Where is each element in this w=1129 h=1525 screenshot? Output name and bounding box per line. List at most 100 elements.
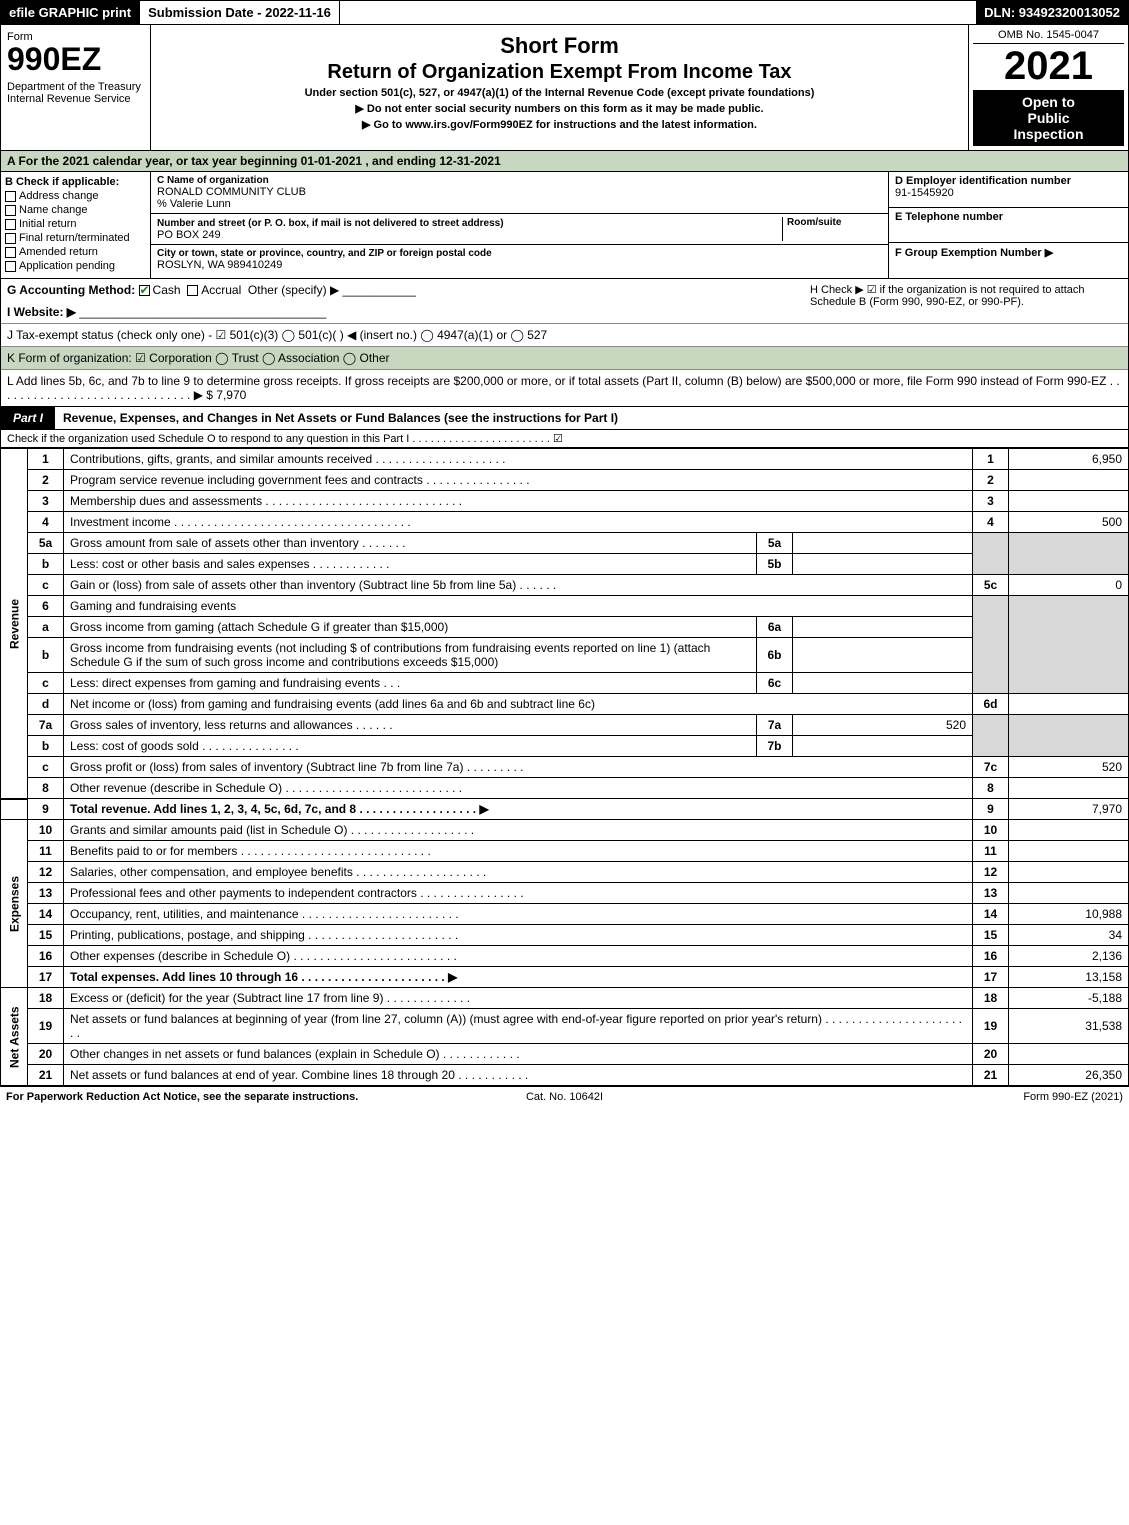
- goto-link[interactable]: ▶ Go to www.irs.gov/Form990EZ for instru…: [157, 118, 962, 131]
- line-11: 11 Benefits paid to or for members . . .…: [1, 841, 1129, 862]
- i-label: I Website: ▶: [7, 305, 76, 319]
- meta-rows: G Accounting Method: Cash Accrual Other …: [0, 279, 1129, 407]
- form-number: 990EZ: [7, 43, 144, 75]
- k-row: K Form of organization: ☑ Corporation ◯ …: [1, 347, 1128, 370]
- line-7b: b Less: cost of goods sold . . . . . . .…: [1, 736, 1129, 757]
- line-1-desc: Contributions, gifts, grants, and simila…: [70, 452, 372, 466]
- chk-initial-return[interactable]: Initial return: [5, 218, 146, 230]
- chk-name-change[interactable]: Name change: [5, 204, 146, 216]
- line-14: 14 Occupancy, rent, utilities, and maint…: [1, 904, 1129, 925]
- public-inspection-badge: Open to Public Inspection: [973, 90, 1124, 146]
- form-header: Form 990EZ Department of the Treasury In…: [0, 25, 1129, 151]
- header-left: Form 990EZ Department of the Treasury In…: [1, 25, 151, 150]
- g-accrual: Accrual: [201, 283, 241, 297]
- row-a-tax-year: A For the 2021 calendar year, or tax yea…: [0, 151, 1129, 172]
- main-title: Return of Organization Exempt From Incom…: [157, 61, 962, 84]
- line-6c: c Less: direct expenses from gaming and …: [1, 673, 1129, 694]
- chk-accrual[interactable]: [187, 285, 198, 296]
- line-12: 12 Salaries, other compensation, and emp…: [1, 862, 1129, 883]
- line-16: 16 Other expenses (describe in Schedule …: [1, 946, 1129, 967]
- g-cash: Cash: [153, 283, 181, 297]
- line-1-lineno: 1: [973, 449, 1009, 470]
- footer-center: Cat. No. 10642I: [378, 1091, 750, 1103]
- part1-tab: Part I: [1, 407, 55, 429]
- l-row: L Add lines 5b, 6c, and 7b to line 9 to …: [1, 370, 1128, 406]
- dln: DLN: 93492320013052: [976, 1, 1128, 24]
- line-9: 9 Total revenue. Add lines 1, 2, 3, 4, 5…: [1, 799, 1129, 820]
- line-17: 17 Total expenses. Add lines 10 through …: [1, 967, 1129, 988]
- j-row: J Tax-exempt status (check only one) - ☑…: [1, 324, 1128, 347]
- line-21: 21 Net assets or fund balances at end of…: [1, 1065, 1129, 1086]
- footer-right: Form 990-EZ (2021): [751, 1091, 1123, 1103]
- page-footer: For Paperwork Reduction Act Notice, see …: [0, 1086, 1129, 1107]
- top-bar: efile GRAPHIC print Submission Date - 20…: [0, 0, 1129, 25]
- section-def: D Employer identification number 91-1545…: [888, 172, 1128, 278]
- line-6d: d Net income or (loss) from gaming and f…: [1, 694, 1129, 715]
- line-5a: 5a Gross amount from sale of assets othe…: [1, 533, 1129, 554]
- line-18: Net Assets 18 Excess or (deficit) for th…: [1, 988, 1129, 1009]
- section-b-label: B Check if applicable:: [5, 176, 146, 188]
- label-phone: E Telephone number: [895, 211, 1122, 223]
- submission-date: Submission Date - 2022-11-16: [139, 1, 340, 24]
- chk-amended-return[interactable]: Amended return: [5, 246, 146, 258]
- badge-line2: Public: [977, 110, 1120, 126]
- label-org-name: C Name of organization: [157, 175, 882, 186]
- org-name: RONALD COMMUNITY CLUB: [157, 186, 882, 198]
- g-other: Other (specify) ▶: [248, 283, 339, 297]
- header-center: Short Form Return of Organization Exempt…: [151, 25, 968, 150]
- badge-line1: Open to: [977, 94, 1120, 110]
- label-group-exemption: F Group Exemption Number ▶: [895, 246, 1122, 259]
- badge-line3: Inspection: [977, 126, 1120, 142]
- line-15: 15 Printing, publications, postage, and …: [1, 925, 1129, 946]
- line-6: 6 Gaming and fundraising events: [1, 596, 1129, 617]
- line-5c: c Gain or (loss) from sale of assets oth…: [1, 575, 1129, 596]
- part1-title: Revenue, Expenses, and Changes in Net As…: [63, 411, 1128, 425]
- lines-table: Revenue 1 Contributions, gifts, grants, …: [0, 448, 1129, 1086]
- section-c: C Name of organization RONALD COMMUNITY …: [151, 172, 888, 278]
- netassets-vert-label: Net Assets: [1, 988, 28, 1086]
- label-room: Room/suite: [782, 217, 882, 241]
- expenses-vert-label: Expenses: [1, 820, 28, 988]
- line-10: Expenses 10 Grants and similar amounts p…: [1, 820, 1129, 841]
- omb-number: OMB No. 1545-0047: [973, 29, 1124, 44]
- line-13: 13 Professional fees and other payments …: [1, 883, 1129, 904]
- line-8: 8 Other revenue (describe in Schedule O)…: [1, 778, 1129, 799]
- topbar-spacer: [340, 1, 976, 24]
- section-bcdef: B Check if applicable: Address change Na…: [0, 172, 1129, 279]
- chk-application-pending[interactable]: Application pending: [5, 260, 146, 272]
- line-5b: b Less: cost or other basis and sales ex…: [1, 554, 1129, 575]
- footer-left: For Paperwork Reduction Act Notice, see …: [6, 1091, 378, 1103]
- subtitle: Under section 501(c), 527, or 4947(a)(1)…: [157, 87, 962, 99]
- line-2: 2 Program service revenue including gove…: [1, 470, 1129, 491]
- efile-print-button[interactable]: efile GRAPHIC print: [1, 1, 139, 24]
- tax-year: 2021: [973, 44, 1124, 88]
- line-19: 19 Net assets or fund balances at beginn…: [1, 1009, 1129, 1044]
- city-state-zip: ROSLYN, WA 989410249: [157, 259, 882, 271]
- g-label: G Accounting Method:: [7, 283, 135, 297]
- label-ein: D Employer identification number: [895, 175, 1122, 187]
- line-4: 4 Investment income . . . . . . . . . . …: [1, 512, 1129, 533]
- line-20: 20 Other changes in net assets or fund b…: [1, 1044, 1129, 1065]
- part1-checkline-row: Check if the organization used Schedule …: [0, 430, 1129, 448]
- address: PO BOX 249: [157, 229, 782, 241]
- label-city: City or town, state or province, country…: [157, 248, 882, 259]
- care-of: % Valerie Lunn: [157, 198, 882, 210]
- ssn-warning: ▶ Do not enter social security numbers o…: [157, 102, 962, 115]
- line-1-num: 1: [28, 449, 64, 470]
- line-7c: c Gross profit or (loss) from sales of i…: [1, 757, 1129, 778]
- part1-checkline: Check if the organization used Schedule …: [1, 430, 1128, 447]
- irs-label: Internal Revenue Service: [7, 93, 144, 105]
- chk-final-return[interactable]: Final return/terminated: [5, 232, 146, 244]
- ein-value: 91-1545920: [895, 187, 1122, 199]
- section-b: B Check if applicable: Address change Na…: [1, 172, 151, 278]
- line-7a: 7a Gross sales of inventory, less return…: [1, 715, 1129, 736]
- chk-address-change[interactable]: Address change: [5, 190, 146, 202]
- line-3: 3 Membership dues and assessments . . . …: [1, 491, 1129, 512]
- revenue-vert-label: Revenue: [1, 449, 28, 799]
- chk-cash[interactable]: [139, 285, 150, 296]
- h-text: H Check ▶ ☑ if the organization is not r…: [802, 283, 1122, 319]
- line-1: Revenue 1 Contributions, gifts, grants, …: [1, 449, 1129, 470]
- part1-header: Part I Revenue, Expenses, and Changes in…: [0, 407, 1129, 430]
- label-address: Number and street (or P. O. box, if mail…: [157, 218, 504, 229]
- line-6a: a Gross income from gaming (attach Sched…: [1, 617, 1129, 638]
